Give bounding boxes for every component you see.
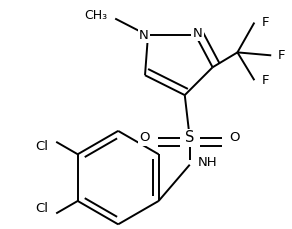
Text: O: O [140, 131, 150, 144]
Text: N: N [193, 27, 203, 40]
Text: N: N [139, 29, 149, 42]
Text: Cl: Cl [35, 140, 48, 153]
Text: F: F [261, 16, 269, 29]
Text: Cl: Cl [35, 202, 48, 215]
Text: F: F [261, 74, 269, 87]
Text: CH₃: CH₃ [84, 9, 107, 22]
Text: F: F [278, 49, 286, 62]
Text: NH: NH [198, 156, 217, 169]
Text: S: S [185, 130, 194, 145]
Text: O: O [230, 131, 240, 144]
